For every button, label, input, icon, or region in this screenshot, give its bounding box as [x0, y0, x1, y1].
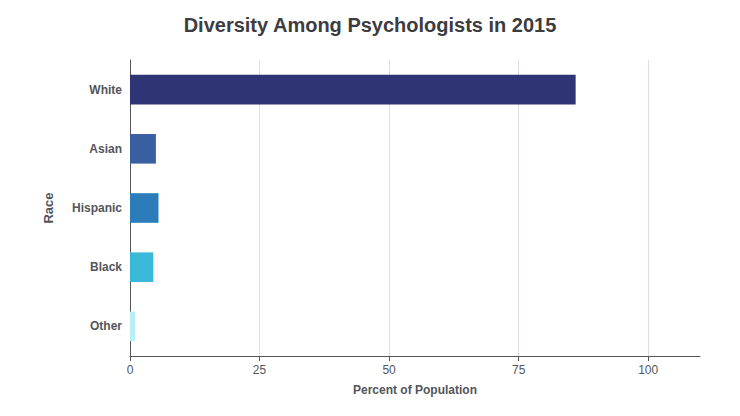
svg-text:Percent of Population: Percent of Population: [353, 383, 477, 397]
svg-text:25: 25: [253, 363, 267, 377]
svg-text:Other: Other: [90, 319, 122, 333]
svg-text:Black: Black: [90, 260, 122, 274]
svg-text:75: 75: [512, 363, 526, 377]
svg-text:Asian: Asian: [89, 142, 122, 156]
svg-text:Diversity Among Psychologists: Diversity Among Psychologists in 2015: [184, 14, 557, 36]
svg-text:Race: Race: [41, 192, 56, 223]
svg-text:50: 50: [382, 363, 396, 377]
svg-text:0: 0: [127, 363, 134, 377]
svg-text:White: White: [89, 83, 122, 97]
svg-text:100: 100: [638, 363, 658, 377]
svg-text:Hispanic: Hispanic: [72, 201, 122, 215]
